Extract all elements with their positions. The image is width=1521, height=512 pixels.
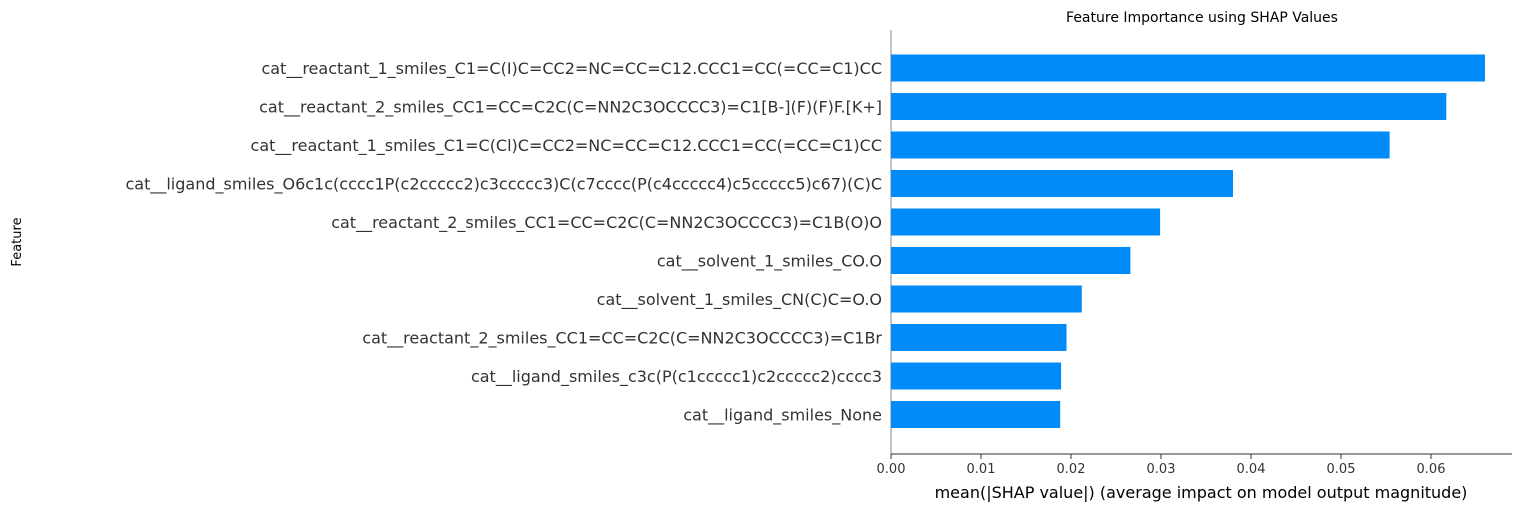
y-axis-label: Feature	[10, 217, 25, 266]
x-tick-label: 0.04	[1237, 462, 1266, 477]
x-axis-label: mean(|SHAP value|) (average impact on mo…	[935, 483, 1468, 502]
bar	[891, 208, 1161, 236]
x-tick-label: 0.06	[1417, 462, 1446, 477]
category-label: cat__reactant_1_smiles_C1=C(Cl)C=CC2=NC=…	[251, 136, 882, 156]
bar	[891, 131, 1390, 159]
x-ticks: 0.00 0.01 0.02 0.03 0.04 0.05 0.06	[877, 454, 1446, 477]
x-tick-label: 0.03	[1147, 462, 1176, 477]
x-tick-label: 0.02	[1057, 462, 1086, 477]
category-label: cat__reactant_2_smiles_CC1=CC=C2C(C=NN2C…	[362, 329, 882, 349]
x-tick-label: 0.05	[1327, 462, 1356, 477]
bars-group	[891, 54, 1485, 428]
x-tick-label: 0.01	[967, 462, 996, 477]
category-label: cat__reactant_1_smiles_C1=C(I)C=CC2=NC=C…	[261, 59, 882, 79]
chart-title: Feature Importance using SHAP Values	[1066, 10, 1338, 26]
category-labels: cat__reactant_1_smiles_C1=C(I)C=CC2=NC=C…	[125, 59, 882, 426]
category-label: cat__solvent_1_smiles_CN(C)C=O.O	[597, 290, 882, 310]
category-label: cat__reactant_2_smiles_CC1=CC=C2C(C=NN2C…	[331, 213, 882, 233]
bar	[891, 401, 1061, 428]
bar	[891, 170, 1233, 197]
category-label: cat__reactant_2_smiles_CC1=CC=C2C(C=NN2C…	[259, 98, 882, 118]
category-label: cat__ligand_smiles_c3c(P(c1ccccc1)c2cccc…	[471, 367, 882, 387]
bar	[891, 362, 1062, 390]
x-tick-label: 0.00	[877, 462, 906, 477]
category-label: cat__ligand_smiles_None	[683, 406, 882, 426]
bar	[891, 247, 1131, 274]
category-label: cat__solvent_1_smiles_CO.O	[657, 252, 882, 272]
category-label: cat__ligand_smiles_O6c1c(cccc1P(c2ccccc2…	[125, 175, 882, 195]
bar	[891, 285, 1082, 313]
bar	[891, 54, 1485, 82]
bar	[891, 93, 1447, 120]
bar	[891, 324, 1067, 351]
